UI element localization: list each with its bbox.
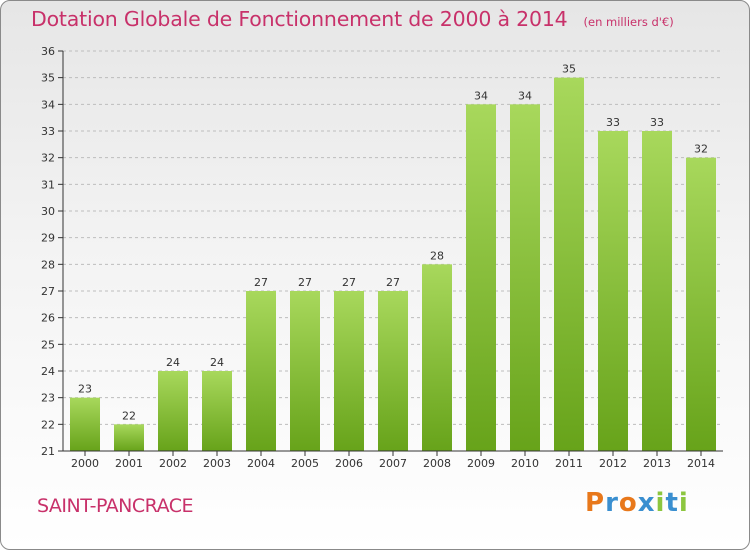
data-labels: 23 22 24 24 27 27 27 27 28 34 34 35 33 33 32 bbox=[78, 63, 708, 423]
x-tick-label: 2011 bbox=[555, 457, 583, 470]
data-label-2001: 22 bbox=[122, 409, 136, 422]
data-label-2009: 34 bbox=[474, 89, 488, 102]
y-tick-label: 21 bbox=[41, 445, 55, 458]
bar-2007 bbox=[378, 291, 408, 451]
data-label-2011: 35 bbox=[562, 63, 576, 76]
bar-2012 bbox=[598, 131, 628, 451]
chart-subtitle: (en milliers d'€) bbox=[583, 15, 674, 29]
bar-2000 bbox=[70, 397, 100, 451]
y-tick-label: 31 bbox=[41, 178, 55, 191]
y-tick-label: 36 bbox=[41, 45, 55, 58]
x-tick-label: 2002 bbox=[159, 457, 187, 470]
x-tick-label: 2014 bbox=[687, 457, 715, 470]
bar-2001 bbox=[114, 424, 144, 451]
y-tick-label: 27 bbox=[41, 285, 55, 298]
x-tick-label: 2010 bbox=[511, 457, 539, 470]
bar-2004 bbox=[246, 291, 276, 451]
y-tick-labels: 21 22 23 24 25 26 27 28 29 30 31 32 33 34 35 36 bbox=[41, 45, 63, 458]
y-tick-label: 30 bbox=[41, 205, 55, 218]
data-label-2004: 27 bbox=[254, 276, 268, 289]
data-label-2007: 27 bbox=[386, 276, 400, 289]
x-tick-label: 2005 bbox=[291, 457, 319, 470]
data-label-2005: 27 bbox=[298, 276, 312, 289]
bar-2009 bbox=[466, 104, 496, 451]
x-tick-labels: 2000 2001 2002 2003 2004 2005 2006 2007 2008 2009… bbox=[71, 451, 715, 470]
data-label-2012: 33 bbox=[606, 116, 620, 129]
y-tick-label: 25 bbox=[41, 338, 55, 351]
x-tick-label: 2009 bbox=[467, 457, 495, 470]
data-label-2010: 34 bbox=[518, 89, 532, 102]
x-tick-label: 2006 bbox=[335, 457, 363, 470]
bar-2006 bbox=[334, 291, 364, 451]
bar-2013 bbox=[642, 131, 672, 451]
proxiti-logo: Proxiti bbox=[585, 488, 689, 518]
x-tick-label: 2013 bbox=[643, 457, 671, 470]
x-tick-label: 2012 bbox=[599, 457, 627, 470]
data-label-2003: 24 bbox=[210, 356, 224, 369]
y-tick-label: 29 bbox=[41, 232, 55, 245]
axes bbox=[62, 51, 723, 452]
data-label-2002: 24 bbox=[166, 356, 180, 369]
y-tick-label: 33 bbox=[41, 125, 55, 138]
y-tick-label: 23 bbox=[41, 392, 55, 405]
bar-2011 bbox=[554, 77, 584, 452]
bar-2010 bbox=[510, 104, 540, 451]
x-tick-label: 2008 bbox=[423, 457, 451, 470]
data-label-2008: 28 bbox=[430, 249, 444, 262]
y-tick-label: 32 bbox=[41, 152, 55, 165]
y-tick-label: 28 bbox=[41, 258, 55, 271]
x-tick-label: 2001 bbox=[115, 457, 143, 470]
bar-2005 bbox=[290, 291, 320, 451]
y-tick-label: 34 bbox=[41, 98, 55, 111]
bar-2003 bbox=[202, 371, 232, 451]
data-label-2014: 32 bbox=[694, 143, 708, 156]
y-tick-label: 22 bbox=[41, 418, 55, 431]
data-label-2013: 33 bbox=[650, 116, 664, 129]
bar-2008 bbox=[422, 264, 452, 451]
data-label-2006: 27 bbox=[342, 276, 356, 289]
data-label-2000: 23 bbox=[78, 383, 92, 396]
bar-2002 bbox=[158, 371, 188, 451]
x-tick-label: 2004 bbox=[247, 457, 275, 470]
y-tick-label: 26 bbox=[41, 312, 55, 325]
bars bbox=[70, 77, 716, 452]
title-row: Dotation Globale de Fonctionnement de 20… bbox=[31, 7, 674, 31]
y-tick-label: 35 bbox=[41, 72, 55, 85]
x-tick-label: 2003 bbox=[203, 457, 231, 470]
x-tick-label: 2000 bbox=[71, 457, 99, 470]
commune-name: SAINT-PANCRACE bbox=[37, 495, 194, 517]
chart-title: Dotation Globale de Fonctionnement de 20… bbox=[31, 7, 568, 31]
y-tick-label: 24 bbox=[41, 365, 55, 378]
bar-2014 bbox=[686, 157, 716, 451]
x-tick-label: 2007 bbox=[379, 457, 407, 470]
